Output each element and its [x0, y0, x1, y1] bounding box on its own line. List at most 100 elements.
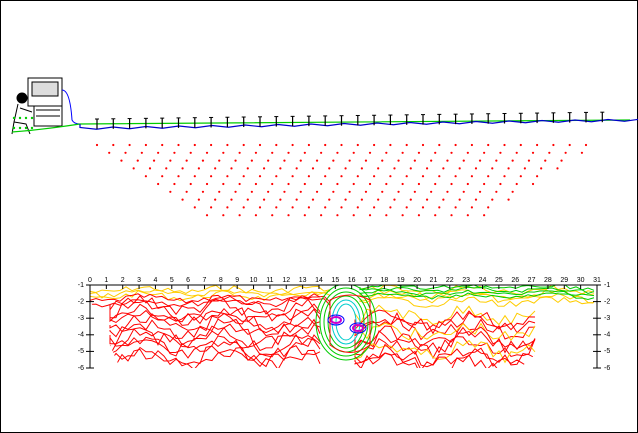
data-point	[397, 191, 399, 193]
data-point	[414, 191, 416, 193]
data-point	[214, 199, 216, 201]
data-point	[438, 144, 440, 146]
data-point	[153, 160, 155, 162]
x-tick-label: 11	[266, 277, 273, 284]
data-point	[320, 214, 322, 216]
data-point	[243, 144, 245, 146]
figure: 0123456789101112131415161718192021222324…	[0, 0, 638, 433]
data-point	[373, 144, 375, 146]
data-point	[149, 167, 151, 169]
data-point	[361, 167, 363, 169]
data-point	[442, 167, 444, 169]
x-tick-label: 3	[137, 277, 141, 284]
data-point	[296, 167, 298, 169]
data-point	[194, 175, 196, 177]
data-point	[186, 160, 188, 162]
y-tick-label-left: -2	[78, 298, 84, 305]
x-tick-label: 31	[593, 277, 601, 284]
data-point	[336, 152, 338, 154]
data-point	[194, 206, 196, 208]
data-point	[397, 160, 399, 162]
data-point	[304, 183, 306, 185]
data-point	[255, 214, 257, 216]
contour	[110, 304, 320, 322]
y-tick-label-right: -3	[604, 315, 610, 322]
x-tick-label: 24	[479, 277, 487, 284]
data-point	[226, 175, 228, 177]
data-point	[495, 191, 497, 193]
data-point	[214, 167, 216, 169]
data-point	[569, 144, 571, 146]
contour	[110, 328, 320, 351]
x-tick-label: 22	[446, 277, 454, 284]
data-point	[259, 144, 261, 146]
data-point	[446, 191, 448, 193]
data-point	[357, 144, 359, 146]
x-tick-label: 2	[121, 277, 125, 284]
y-tick-label-left: -6	[78, 365, 84, 372]
data-point	[173, 183, 175, 185]
x-tick-label: 21	[430, 277, 438, 284]
data-point	[275, 175, 277, 177]
data-point	[161, 175, 163, 177]
contour	[355, 313, 535, 334]
data-point	[524, 167, 526, 169]
data-point	[471, 144, 473, 146]
data-point	[402, 183, 404, 185]
data-point	[165, 167, 167, 169]
data-point	[292, 206, 294, 208]
data-point	[320, 183, 322, 185]
data-point	[210, 144, 212, 146]
data-point	[450, 152, 452, 154]
data-point	[275, 144, 277, 146]
data-point	[361, 199, 363, 201]
data-point	[426, 167, 428, 169]
data-point	[328, 167, 330, 169]
x-tick-label: 8	[219, 277, 223, 284]
data-point	[520, 175, 522, 177]
data-point	[296, 199, 298, 201]
x-tick-label: 16	[348, 277, 356, 284]
page: {"chart_data": {"type": "contour", "xlim…	[0, 0, 638, 433]
data-point	[129, 144, 131, 146]
contour	[110, 294, 320, 314]
data-point	[230, 167, 232, 169]
data-point	[210, 175, 212, 177]
data-point	[467, 214, 469, 216]
data-point	[177, 144, 179, 146]
data-point	[532, 152, 534, 154]
x-tick-label: 27	[528, 277, 536, 284]
data-point	[418, 214, 420, 216]
x-tick-label: 29	[560, 277, 568, 284]
data-point	[491, 167, 493, 169]
data-point	[491, 199, 493, 201]
green-dot	[13, 127, 15, 129]
data-point	[340, 144, 342, 146]
data-point	[202, 160, 204, 162]
data-point	[206, 183, 208, 185]
data-point	[434, 214, 436, 216]
data-point	[190, 152, 192, 154]
data-point	[340, 175, 342, 177]
data-point	[271, 214, 273, 216]
data-point	[377, 199, 379, 201]
data-point	[349, 191, 351, 193]
data-point	[463, 191, 465, 193]
data-point	[324, 206, 326, 208]
data-point	[512, 160, 514, 162]
data-point	[471, 175, 473, 177]
data-point	[410, 167, 412, 169]
data-point	[263, 167, 265, 169]
data-point	[267, 191, 269, 193]
data-point	[365, 160, 367, 162]
data-point	[308, 175, 310, 177]
data-point	[169, 160, 171, 162]
data-point	[487, 175, 489, 177]
x-tick-label: 7	[203, 277, 207, 284]
green-dot	[25, 127, 27, 129]
data-point	[369, 183, 371, 185]
data-point	[581, 152, 583, 154]
data-point	[96, 144, 98, 146]
data-point	[267, 160, 269, 162]
